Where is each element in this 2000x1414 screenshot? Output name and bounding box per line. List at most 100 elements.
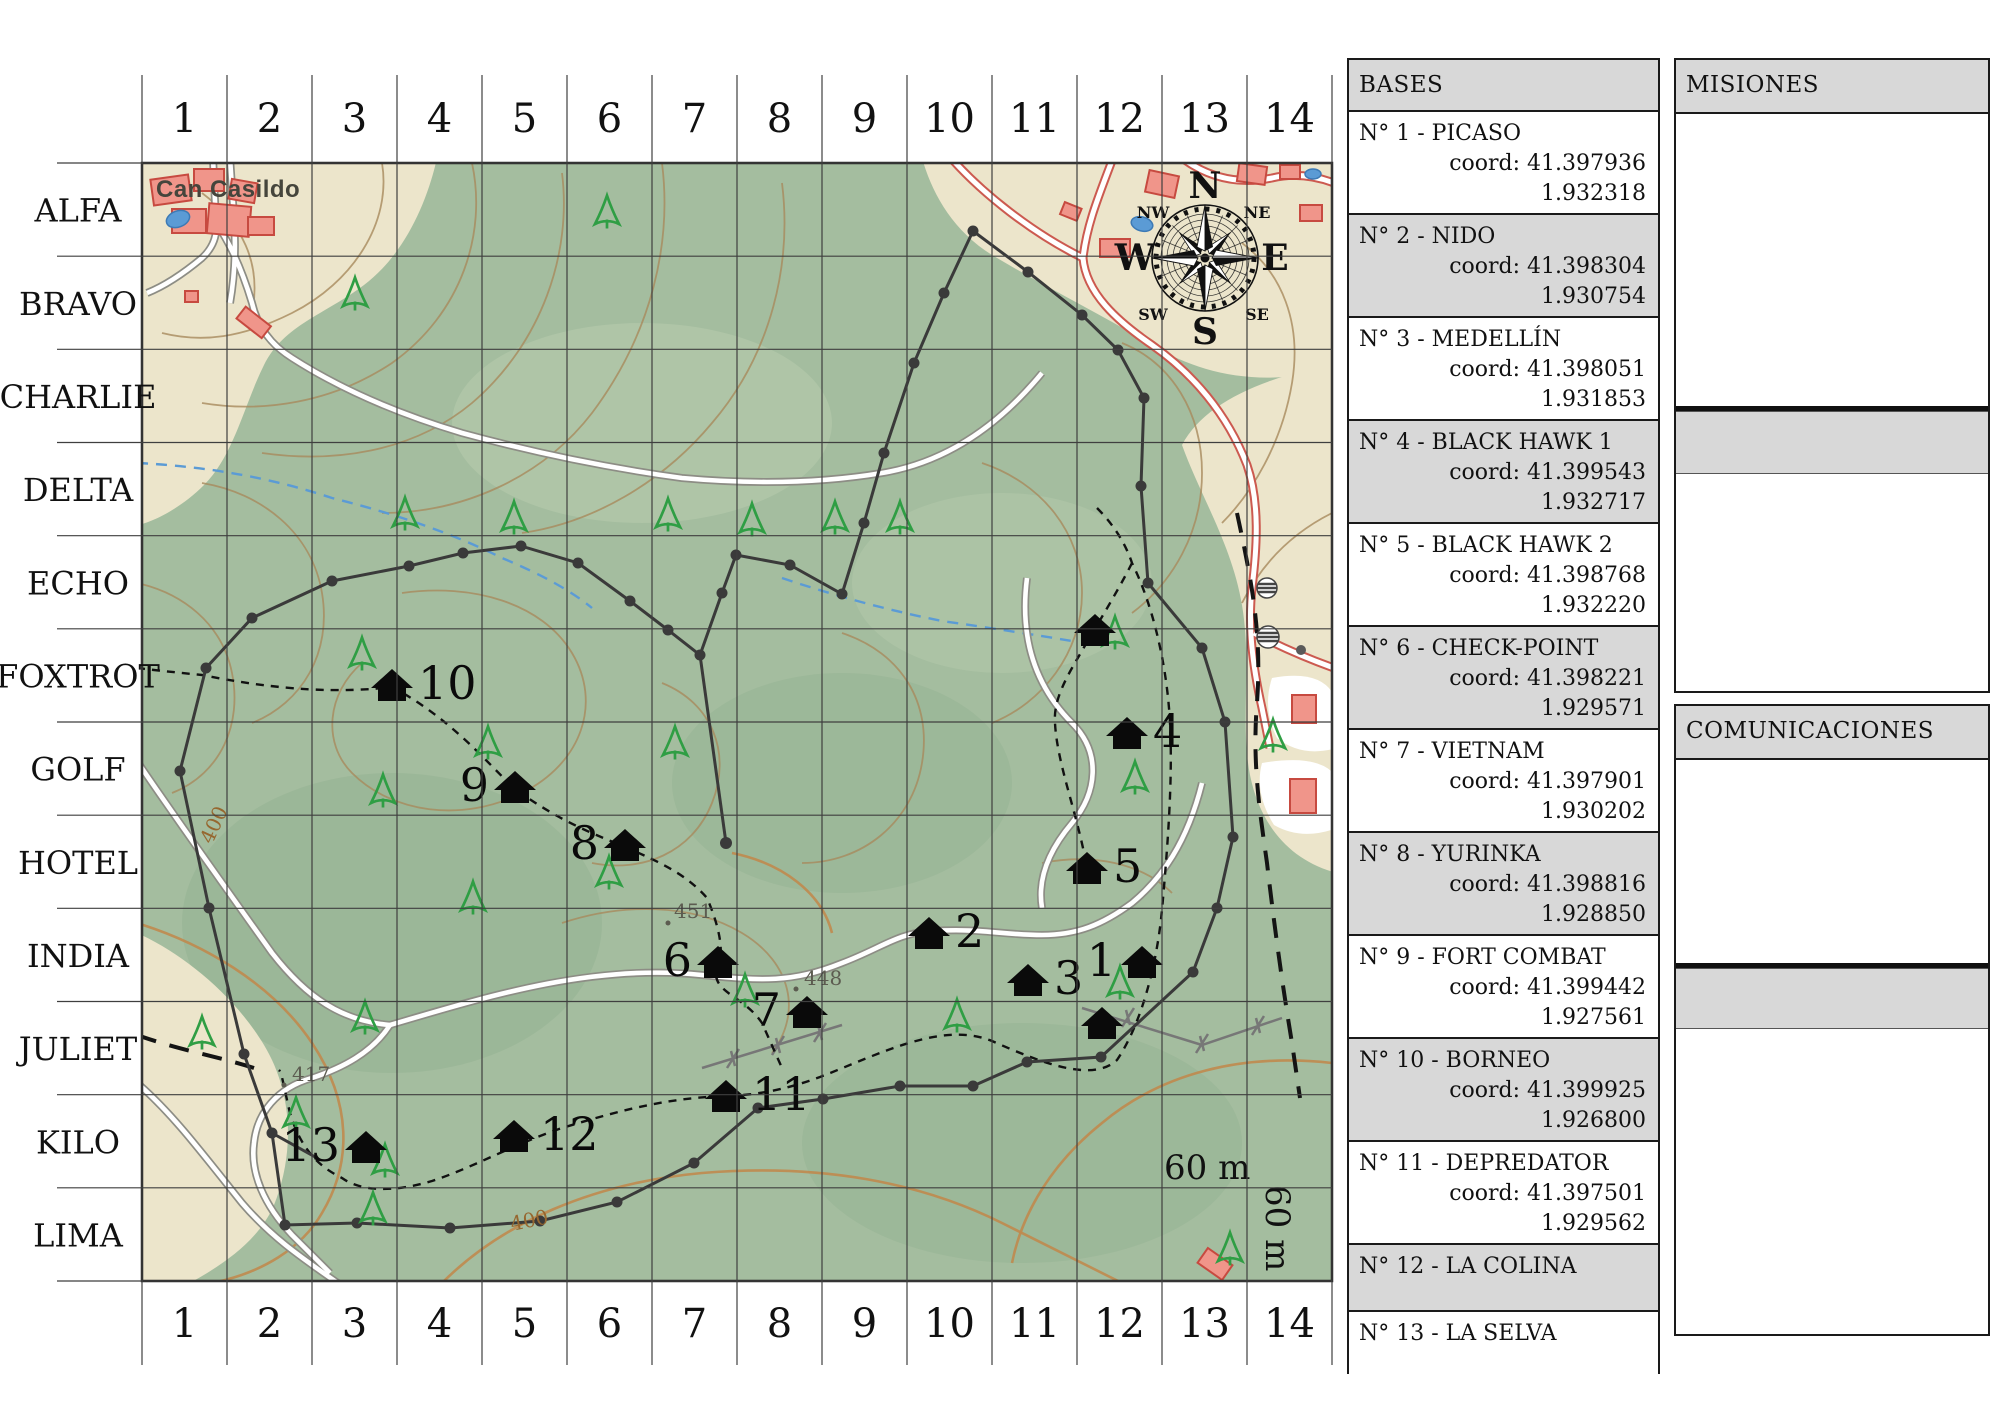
base-marker-2[interactable]: 2 xyxy=(908,904,984,958)
col-label-top-7: 7 xyxy=(682,96,707,142)
svg-text:451: 451 xyxy=(674,899,712,923)
base-row-5[interactable]: N° 5 - BLACK HAWK 2 coord: 41.398768 1.932… xyxy=(1349,522,1658,625)
comunicaciones-panel-title: COMUNICACIONES xyxy=(1676,706,1988,760)
col-label-bottom-6: 6 xyxy=(597,1301,622,1347)
base-marker-unlabeled[interactable] xyxy=(1081,1007,1123,1039)
base-marker-10[interactable]: 10 xyxy=(371,656,477,710)
place-label: Can Casildo xyxy=(156,176,300,203)
base-row-8[interactable]: N° 8 - YURINKA coord: 41.398816 1.928850 xyxy=(1349,831,1658,934)
col-label-top-6: 6 xyxy=(597,96,622,142)
row-label-alfa: ALFA xyxy=(34,192,123,230)
row-label-delta: DELTA xyxy=(23,471,134,509)
base-row-2[interactable]: N° 2 - NIDO coord: 41.398304 1.930754 xyxy=(1349,213,1658,316)
base-marker-1[interactable]: 1 xyxy=(1087,933,1163,987)
col-label-bottom-4: 4 xyxy=(427,1301,452,1347)
game-boundary xyxy=(174,225,1239,1234)
col-label-bottom-10: 10 xyxy=(924,1301,975,1347)
col-label-top-13: 13 xyxy=(1179,96,1230,142)
col-label-top-11: 11 xyxy=(1009,96,1060,142)
col-label-bottom-3: 3 xyxy=(342,1301,367,1347)
house-icon xyxy=(345,1131,387,1163)
comunicaciones-gray-band xyxy=(1676,968,1988,1029)
base-marker-6[interactable]: 6 xyxy=(663,933,739,987)
grid-labels: 11223344556677889910101111121213131414AL… xyxy=(0,96,1315,1347)
base-row-13[interactable]: N° 13 - LA SELVA xyxy=(1349,1309,1658,1376)
base-marker-number: 1 xyxy=(1087,933,1116,987)
base-marker-9[interactable]: 9 xyxy=(460,758,536,812)
comunicaciones-panel: COMUNICACIONES xyxy=(1674,704,1990,1336)
col-label-bottom-1: 1 xyxy=(172,1301,197,1347)
boundary-dashed-heavy xyxy=(142,512,1302,1099)
house-icon xyxy=(494,771,536,803)
misiones-panel-title: MISIONES xyxy=(1676,60,1988,114)
comunicaciones-divider xyxy=(1676,963,1988,968)
col-label-top-14: 14 xyxy=(1264,96,1315,142)
row-label-golf: GOLF xyxy=(30,751,125,789)
base-marker-unlabeled[interactable] xyxy=(1074,614,1116,646)
base-row-9[interactable]: N° 9 - FORT COMBAT coord: 41.399442 1.9275… xyxy=(1349,934,1658,1037)
scale-vertical: 60 m xyxy=(1257,1185,1297,1271)
scale-horizontal: 60 m xyxy=(1164,1148,1250,1188)
base-marker-number: 3 xyxy=(1054,951,1083,1005)
base-marker-12[interactable]: 12 xyxy=(493,1107,599,1161)
col-label-top-4: 4 xyxy=(427,96,452,142)
row-label-foxtrot: FOXTROT xyxy=(0,657,160,695)
comunicaciones-blank-area-2 xyxy=(1676,1029,1988,1329)
svg-text:448: 448 xyxy=(804,966,842,990)
base-row-7[interactable]: N° 7 - VIETNAM coord: 41.397901 1.930202 xyxy=(1349,728,1658,831)
base-marker-8[interactable]: 8 xyxy=(570,816,646,870)
house-icon xyxy=(1007,964,1049,996)
col-label-bottom-12: 12 xyxy=(1094,1301,1145,1347)
col-label-bottom-2: 2 xyxy=(257,1301,282,1347)
compass-nw: NW xyxy=(1137,203,1171,222)
misiones-gray-band xyxy=(1676,411,1988,474)
row-label-lima: LIMA xyxy=(33,1216,124,1254)
grid-overlay xyxy=(57,75,1333,1365)
col-label-bottom-7: 7 xyxy=(682,1301,707,1347)
base-row-4[interactable]: N° 4 - BLACK HAWK 1 coord: 41.399543 1.932… xyxy=(1349,419,1658,522)
bases-list: N° 1 - PICASO coord: 41.397936 1.932318 N°… xyxy=(1349,112,1658,1376)
base-marker-number: 7 xyxy=(752,983,781,1037)
col-label-top-12: 12 xyxy=(1094,96,1145,142)
base-marker-number: 11 xyxy=(752,1067,811,1121)
base-marker-7[interactable]: 7 xyxy=(752,983,828,1037)
tactical-map: Can Casildo 400 417 448 451 400 60 m 60 … xyxy=(0,75,1334,1365)
col-label-bottom-8: 8 xyxy=(767,1301,792,1347)
house-icon xyxy=(604,829,646,861)
compass-rose: N S E W NW NE SW SE xyxy=(1114,165,1289,353)
col-label-top-3: 3 xyxy=(342,96,367,142)
base-row-1[interactable]: N° 1 - PICASO coord: 41.397936 1.932318 xyxy=(1349,112,1658,213)
row-label-juliet: JULIET xyxy=(16,1030,138,1068)
row-label-charlie: CHARLIE xyxy=(0,378,156,416)
house-icon xyxy=(1106,717,1148,749)
col-label-bottom-9: 9 xyxy=(852,1301,877,1347)
base-row-6[interactable]: N° 6 - CHECK-POINT coord: 41.398221 1.9295… xyxy=(1349,625,1658,728)
base-row-3[interactable]: N° 3 - MEDELLÍN coord: 41.398051 1.931853 xyxy=(1349,316,1658,419)
compass-e: E xyxy=(1261,237,1288,279)
house-icon xyxy=(493,1120,535,1152)
col-label-top-9: 9 xyxy=(852,96,877,142)
base-row-12[interactable]: N° 12 - LA COLINA xyxy=(1349,1243,1658,1310)
col-label-top-2: 2 xyxy=(257,96,282,142)
house-icon xyxy=(697,946,739,978)
misiones-panel: MISIONES xyxy=(1674,58,1990,693)
compass-w: W xyxy=(1114,237,1156,279)
stream xyxy=(142,462,1073,643)
misiones-blank-area xyxy=(1676,114,1988,406)
base-marker-4[interactable]: 4 xyxy=(1106,704,1182,758)
col-label-bottom-5: 5 xyxy=(512,1301,537,1347)
house-icon xyxy=(786,996,828,1028)
house-icon xyxy=(371,669,413,701)
base-marker-13[interactable]: 13 xyxy=(281,1118,387,1172)
house-icon xyxy=(1081,1007,1123,1039)
misiones-blank-area-2 xyxy=(1676,474,1988,691)
ponds xyxy=(165,168,1322,233)
row-label-hotel: HOTEL xyxy=(18,844,138,882)
base-row-10[interactable]: N° 10 - BORNEO coord: 41.399925 1.926800 xyxy=(1349,1037,1658,1140)
contour-lines xyxy=(142,163,1332,1054)
base-marker-3[interactable]: 3 xyxy=(1007,951,1083,1005)
house-icon xyxy=(908,917,950,949)
base-row-11[interactable]: N° 11 - DEPREDATOR coord: 41.397501 1.9295… xyxy=(1349,1140,1658,1243)
compass-sw: SW xyxy=(1138,305,1169,324)
house-icon xyxy=(1121,946,1163,978)
